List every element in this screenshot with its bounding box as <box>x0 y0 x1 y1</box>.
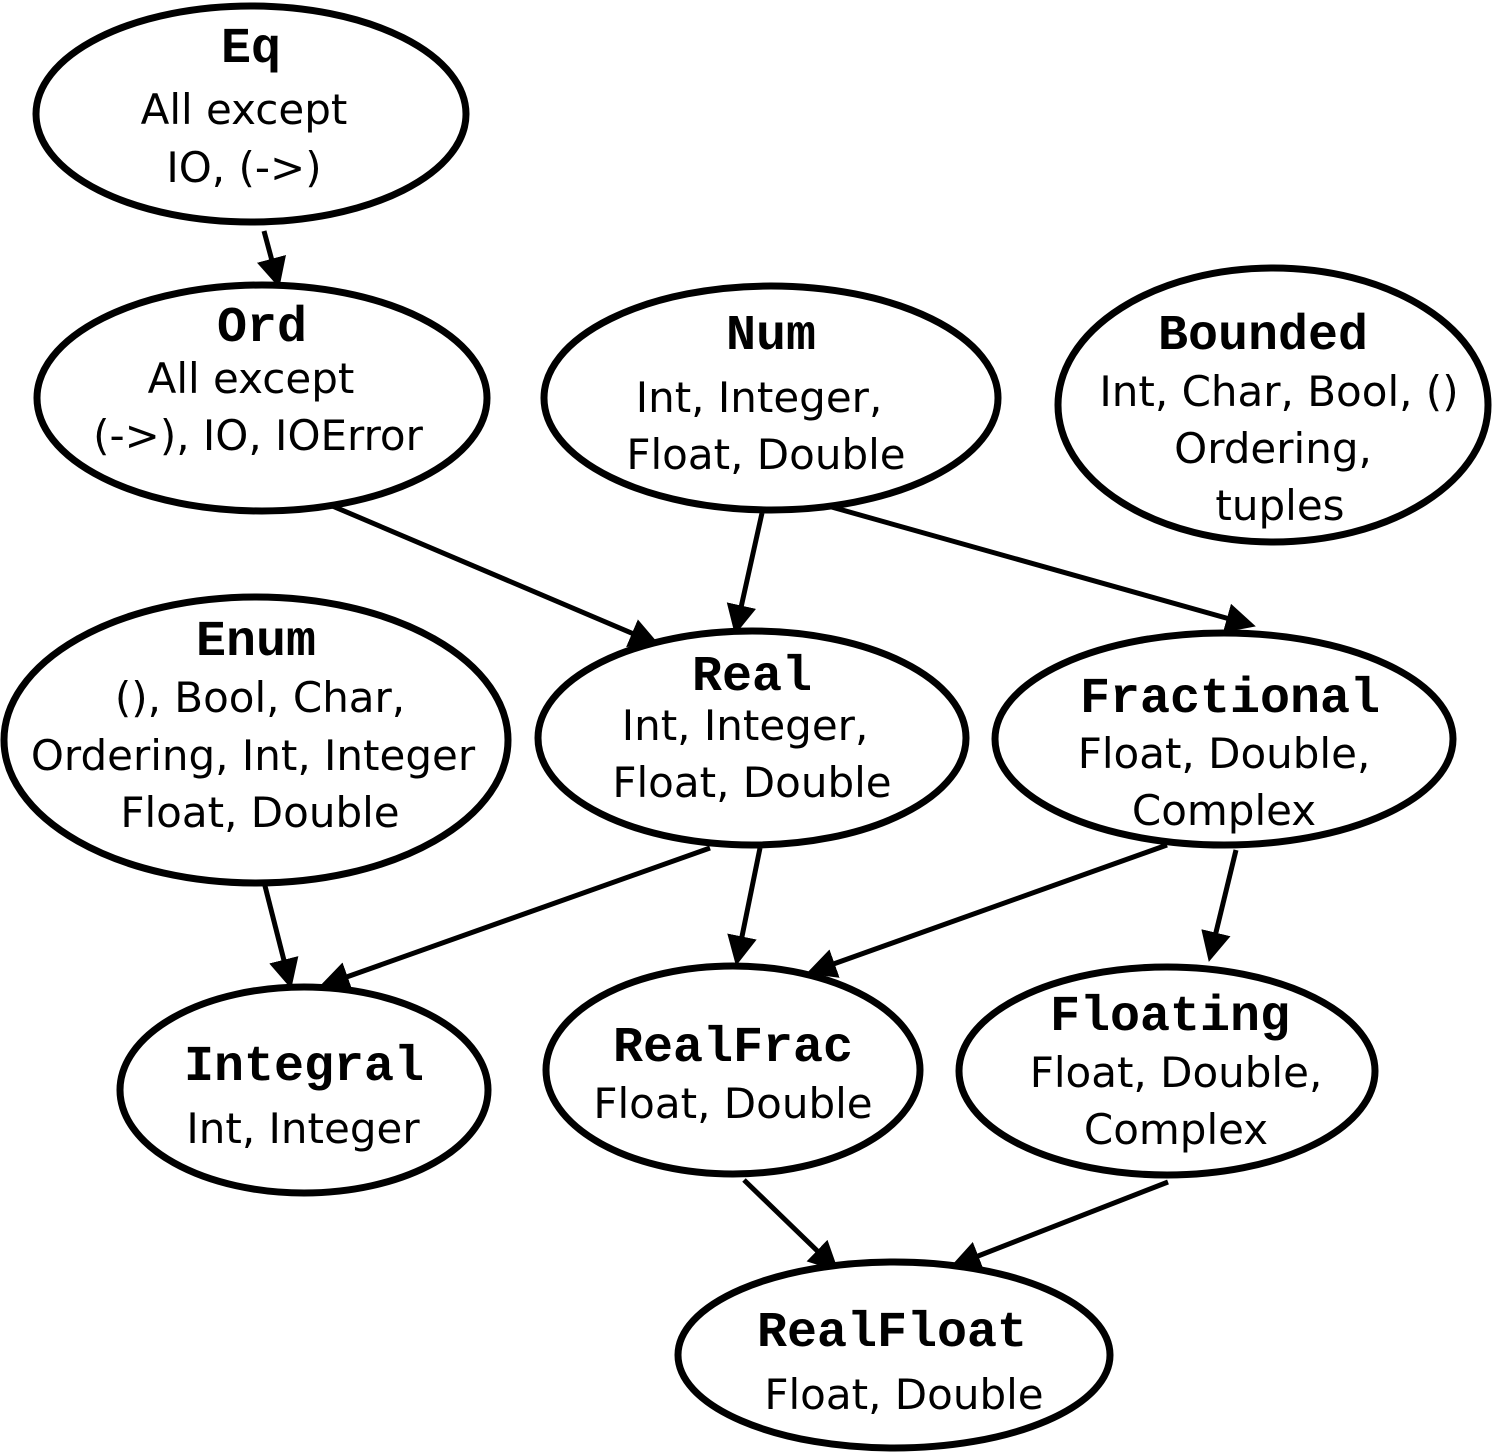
node-realfrac-line-1: Float, Double <box>593 1079 872 1128</box>
node-num-ellipse <box>540 282 1002 514</box>
node-realfloat: RealFloat Float, Double <box>674 1258 1114 1452</box>
node-ord-ellipse <box>33 281 491 515</box>
node-real-title: Real <box>692 649 812 706</box>
node-enum-line-3: Float, Double <box>120 788 399 837</box>
node-ord-line-2: (->), IO, IOError <box>93 411 424 460</box>
node-integral-ellipse <box>116 983 492 1197</box>
node-num-title: Num <box>726 308 816 365</box>
node-enum: Enum (), Bool, Char, Ordering, Int, Inte… <box>0 593 512 887</box>
node-floating-ellipse <box>955 963 1379 1179</box>
edge-fractional-to-realfrac <box>806 842 1168 978</box>
node-enum-title: Enum <box>196 614 316 671</box>
node-bounded-ellipse <box>1054 264 1492 546</box>
node-floating-line-1: Float, Double, <box>1030 1048 1323 1097</box>
edge-real-to-realfrac <box>727 847 763 966</box>
node-realfloat-ellipse <box>674 1258 1114 1452</box>
node-bounded-line-2: Ordering, <box>1174 424 1372 473</box>
node-floating-title: Floating <box>1050 989 1290 1046</box>
node-fractional: Fractional Float, Double, Complex <box>991 629 1457 849</box>
edge-enum-to-integral <box>261 881 299 989</box>
node-fractional-ellipse <box>991 629 1457 849</box>
node-real-ellipse <box>534 627 970 849</box>
node-eq-line-1: All except <box>141 85 348 134</box>
node-integral: Integral Int, Integer <box>116 983 492 1197</box>
node-fractional-line-1: Float, Double, <box>1078 729 1371 778</box>
node-enum-line-1: (), Bool, Char, <box>115 673 405 722</box>
node-floating: Floating Float, Double, Complex <box>955 963 1379 1179</box>
node-bounded: Bounded Int, Char, Bool, () Ordering, tu… <box>1054 264 1492 546</box>
node-realfrac-title: RealFrac <box>613 1020 853 1077</box>
node-realfrac-ellipse <box>542 962 924 1178</box>
edge-realfrac-to-realfloat <box>742 1178 839 1272</box>
node-bounded-title: Bounded <box>1158 308 1368 365</box>
node-ord-line-1: All except <box>148 354 355 403</box>
node-realfloat-title: RealFloat <box>757 1305 1027 1362</box>
node-ord: Ord All except (->), IO, IOError <box>33 281 491 515</box>
edge-real-to-integral <box>319 845 711 991</box>
node-realfloat-line-1: Float, Double <box>764 1370 1043 1419</box>
node-eq-ellipse <box>32 2 470 226</box>
node-eq-line-2: IO, (->) <box>166 143 321 192</box>
node-num-line-2: Float, Double <box>626 430 905 479</box>
edge-floating-to-realfloat <box>950 1179 1169 1270</box>
node-fractional-line-2: Complex <box>1132 786 1316 835</box>
edge-eq-to-ord <box>257 230 286 288</box>
node-eq: Eq All except IO, (->) <box>32 2 470 226</box>
edge-ord-to-real <box>329 502 660 648</box>
node-integral-title: Integral <box>184 1039 424 1096</box>
edge-num-to-fractional <box>827 503 1256 633</box>
node-bounded-line-3: tuples <box>1215 481 1344 530</box>
node-eq-title: Eq <box>221 21 281 78</box>
node-real-line-2: Float, Double <box>612 758 891 807</box>
node-num: Num Int, Integer, Float, Double <box>540 282 1002 514</box>
node-real: Real Int, Integer, Float, Double <box>534 627 970 849</box>
node-num-line-1: Int, Integer, <box>636 373 883 422</box>
node-bounded-line-1: Int, Char, Bool, () <box>1099 367 1458 416</box>
node-enum-line-2: Ordering, Int, Integer <box>31 731 476 780</box>
node-real-line-1: Int, Integer, <box>622 701 869 750</box>
node-ord-title: Ord <box>217 300 307 357</box>
node-floating-line-2: Complex <box>1084 1105 1268 1154</box>
node-fractional-title: Fractional <box>1080 671 1380 728</box>
edge-num-to-real <box>726 512 765 635</box>
node-realfrac: RealFrac Float, Double <box>542 962 924 1178</box>
node-enum-ellipse <box>0 593 512 887</box>
edges <box>257 230 1256 1272</box>
edge-fractional-to-floating <box>1201 849 1239 962</box>
node-integral-line-1: Int, Integer <box>186 1104 420 1153</box>
